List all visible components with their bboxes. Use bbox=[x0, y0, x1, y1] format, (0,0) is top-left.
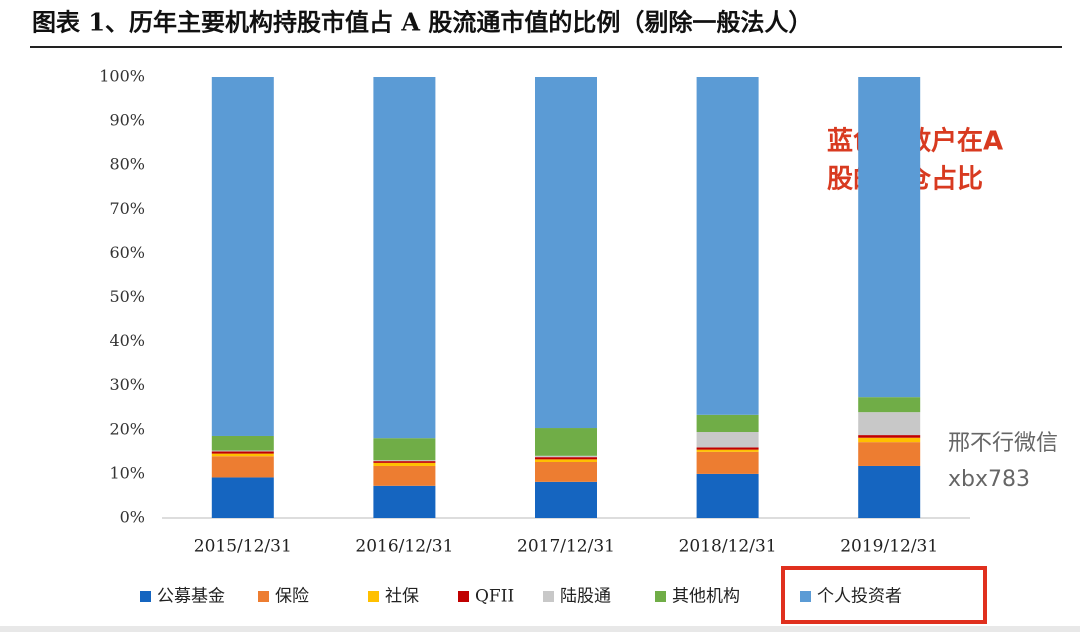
bar-segment bbox=[696, 432, 759, 448]
legend-swatch bbox=[368, 591, 379, 602]
y-tick-label: 60% bbox=[109, 243, 145, 262]
highlight-box bbox=[781, 566, 987, 624]
bar-segment bbox=[535, 428, 597, 456]
x-tick-label: 2015/12/31 bbox=[194, 537, 292, 557]
bar-segment bbox=[211, 453, 274, 457]
legend-swatch bbox=[458, 591, 469, 602]
legend-swatch bbox=[800, 591, 811, 602]
bar-segment bbox=[696, 449, 759, 452]
watermark: xbx783 bbox=[948, 467, 1030, 492]
x-tick-label: 2016/12/31 bbox=[355, 537, 453, 557]
bar-segment bbox=[858, 412, 921, 436]
bar-segment bbox=[858, 435, 921, 438]
x-tick-label: 2019/12/31 bbox=[840, 537, 938, 557]
y-tick-label: 70% bbox=[109, 199, 145, 218]
bar-segment bbox=[858, 465, 921, 518]
bar-segment bbox=[373, 77, 436, 439]
legend-swatch bbox=[258, 591, 269, 602]
legend-label: 社保 bbox=[385, 587, 419, 607]
bar-segment bbox=[373, 438, 436, 461]
y-tick-label: 50% bbox=[109, 287, 145, 306]
legend-label: 陆股通 bbox=[560, 587, 611, 607]
bar-segment bbox=[535, 455, 597, 458]
y-tick-label: 80% bbox=[109, 155, 145, 174]
chart-title: 图表 1、历年主要机构持股市值占 A 股流通市值的比例（剔除一般法人） bbox=[32, 8, 812, 37]
bar-segment bbox=[696, 77, 759, 415]
bar-segment bbox=[696, 473, 759, 518]
legend-label: 公募基金 bbox=[157, 587, 225, 607]
bar-segment bbox=[373, 460, 436, 462]
x-tick-label: 2018/12/31 bbox=[679, 537, 777, 557]
legend-label: 个人投资者 bbox=[817, 587, 902, 607]
legend-label: 保险 bbox=[275, 587, 309, 607]
bar-segment bbox=[373, 465, 436, 486]
legend-swatch bbox=[543, 591, 554, 602]
legend-label: 其他机构 bbox=[672, 587, 740, 607]
y-tick-label: 0% bbox=[120, 508, 145, 527]
y-tick-label: 30% bbox=[109, 375, 145, 394]
bar-segment bbox=[211, 77, 274, 436]
bar-segment bbox=[211, 450, 274, 452]
x-tick-label: 2017/12/31 bbox=[517, 537, 615, 557]
bar-segment bbox=[858, 442, 921, 466]
y-tick-label: 100% bbox=[99, 67, 145, 86]
bar-segment bbox=[211, 477, 274, 518]
bar-segment bbox=[858, 437, 921, 443]
legend-label: QFII bbox=[475, 587, 514, 607]
watermark: 邢不行微信 bbox=[948, 431, 1058, 456]
bar-segment bbox=[535, 77, 597, 429]
bar-segment bbox=[535, 481, 597, 518]
y-tick-label: 10% bbox=[109, 463, 145, 482]
bar-segment bbox=[211, 456, 274, 478]
bar-segment bbox=[373, 461, 436, 463]
bar-segment bbox=[858, 77, 921, 398]
legend-swatch bbox=[655, 591, 666, 602]
y-tick-label: 40% bbox=[109, 331, 145, 350]
bar-segment bbox=[696, 414, 759, 433]
bar-segment bbox=[696, 451, 759, 474]
bar-segment bbox=[211, 435, 274, 451]
bar-segment bbox=[373, 462, 436, 466]
bar-segment bbox=[535, 461, 597, 482]
y-tick-label: 90% bbox=[109, 111, 145, 130]
bottom-edge bbox=[0, 626, 1080, 632]
bar-segment bbox=[535, 459, 597, 462]
y-tick-label: 20% bbox=[109, 419, 145, 438]
legend-swatch bbox=[140, 591, 151, 602]
bar-segment bbox=[373, 485, 436, 518]
bar-segment bbox=[211, 451, 274, 454]
bar-segment bbox=[535, 457, 597, 460]
bar-segment bbox=[696, 447, 759, 450]
bar-segment bbox=[858, 397, 921, 413]
